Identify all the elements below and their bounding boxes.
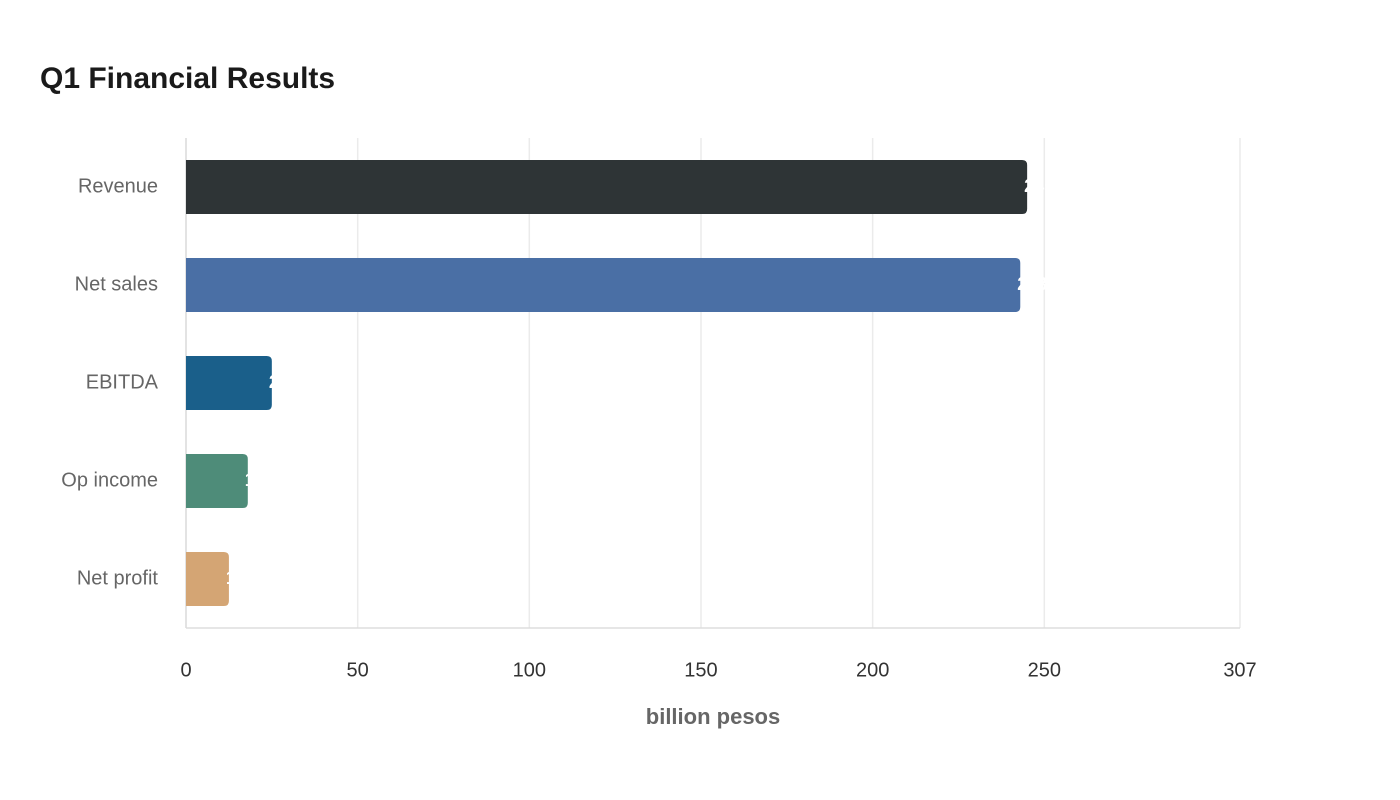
bar [186,160,1028,214]
x-tick-label: 250 [1028,659,1061,681]
x-tick-label: 0 [180,659,191,681]
y-tick-label: Net profit [77,567,159,589]
bar [186,552,229,606]
x-tick-label: 307 [1223,659,1256,681]
value-label: 245 [1024,176,1054,196]
bar [186,454,248,508]
y-tick-label: Net sales [75,273,158,295]
value-label: 12.5 [226,568,261,588]
x-tick-label: 50 [347,659,369,681]
value-label: 243 [1017,274,1047,294]
value-label: 25 [269,372,289,392]
chart-title: Q1 Financial Results [40,62,335,95]
x-tick-label: 150 [684,659,717,681]
y-tick-label: Op income [61,469,158,491]
x-axis-label: billion pesos [646,704,780,729]
y-tick-label: EBITDA [86,371,159,393]
x-tick-label: 200 [856,659,889,681]
y-tick-label: Revenue [78,175,158,197]
bar [186,356,272,410]
value-label: 18 [245,470,265,490]
x-tick-label: 100 [513,659,546,681]
bar [186,258,1021,312]
